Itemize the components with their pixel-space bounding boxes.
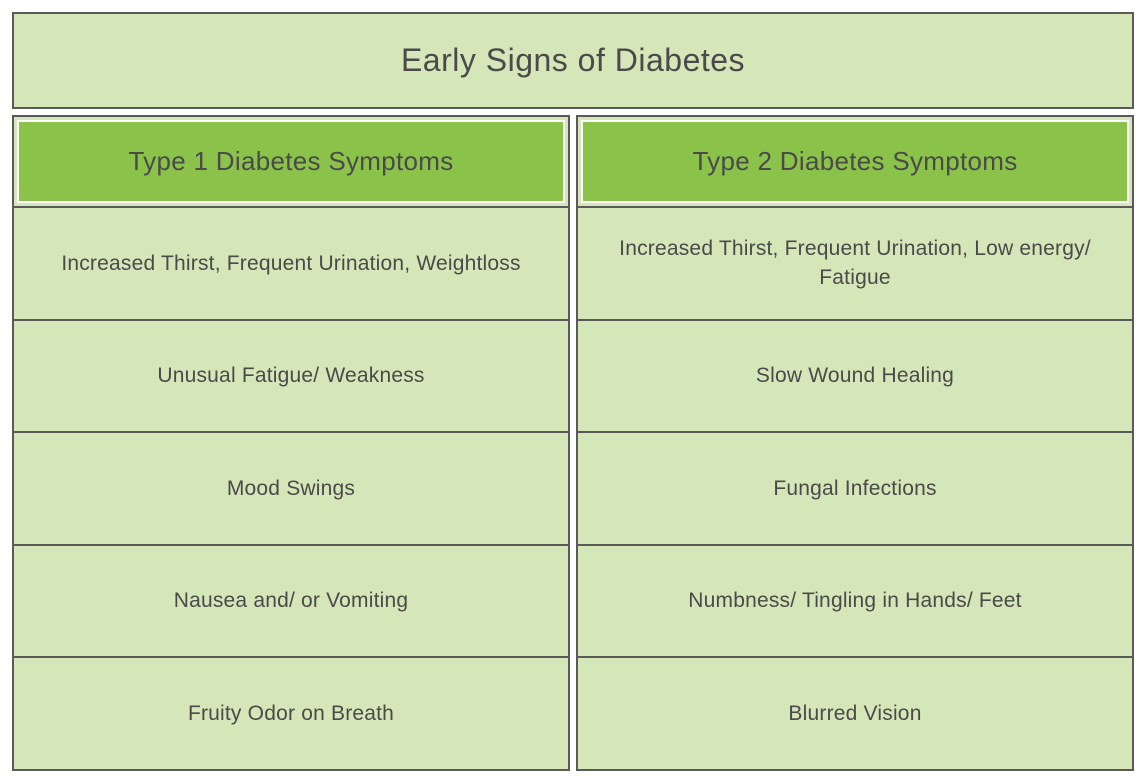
columns-wrapper: Type 1 Diabetes Symptoms Increased Thirs… [12, 115, 1134, 771]
table-row: Numbness/ Tingling in Hands/ Feet [578, 546, 1132, 659]
main-title: Early Signs of Diabetes [12, 12, 1134, 109]
table-row: Blurred Vision [578, 658, 1132, 769]
column-type2: Type 2 Diabetes Symptoms Increased Thirs… [576, 115, 1134, 771]
column-header-type2: Type 2 Diabetes Symptoms [581, 120, 1129, 203]
table-row: Nausea and/ or Vomiting [14, 546, 568, 659]
table-row: Fungal Infections [578, 433, 1132, 546]
table-row: Increased Thirst, Frequent Urination, We… [14, 206, 568, 321]
column-header-type1: Type 1 Diabetes Symptoms [17, 120, 565, 203]
column-type1: Type 1 Diabetes Symptoms Increased Thirs… [12, 115, 570, 771]
table-row: Increased Thirst, Frequent Urination, Lo… [578, 206, 1132, 321]
table-row: Slow Wound Healing [578, 321, 1132, 434]
diabetes-signs-table: Early Signs of Diabetes Type 1 Diabetes … [12, 12, 1134, 771]
rows-type2: Increased Thirst, Frequent Urination, Lo… [578, 206, 1132, 769]
rows-type1: Increased Thirst, Frequent Urination, We… [14, 206, 568, 769]
table-row: Unusual Fatigue/ Weakness [14, 321, 568, 434]
table-row: Fruity Odor on Breath [14, 658, 568, 769]
table-row: Mood Swings [14, 433, 568, 546]
